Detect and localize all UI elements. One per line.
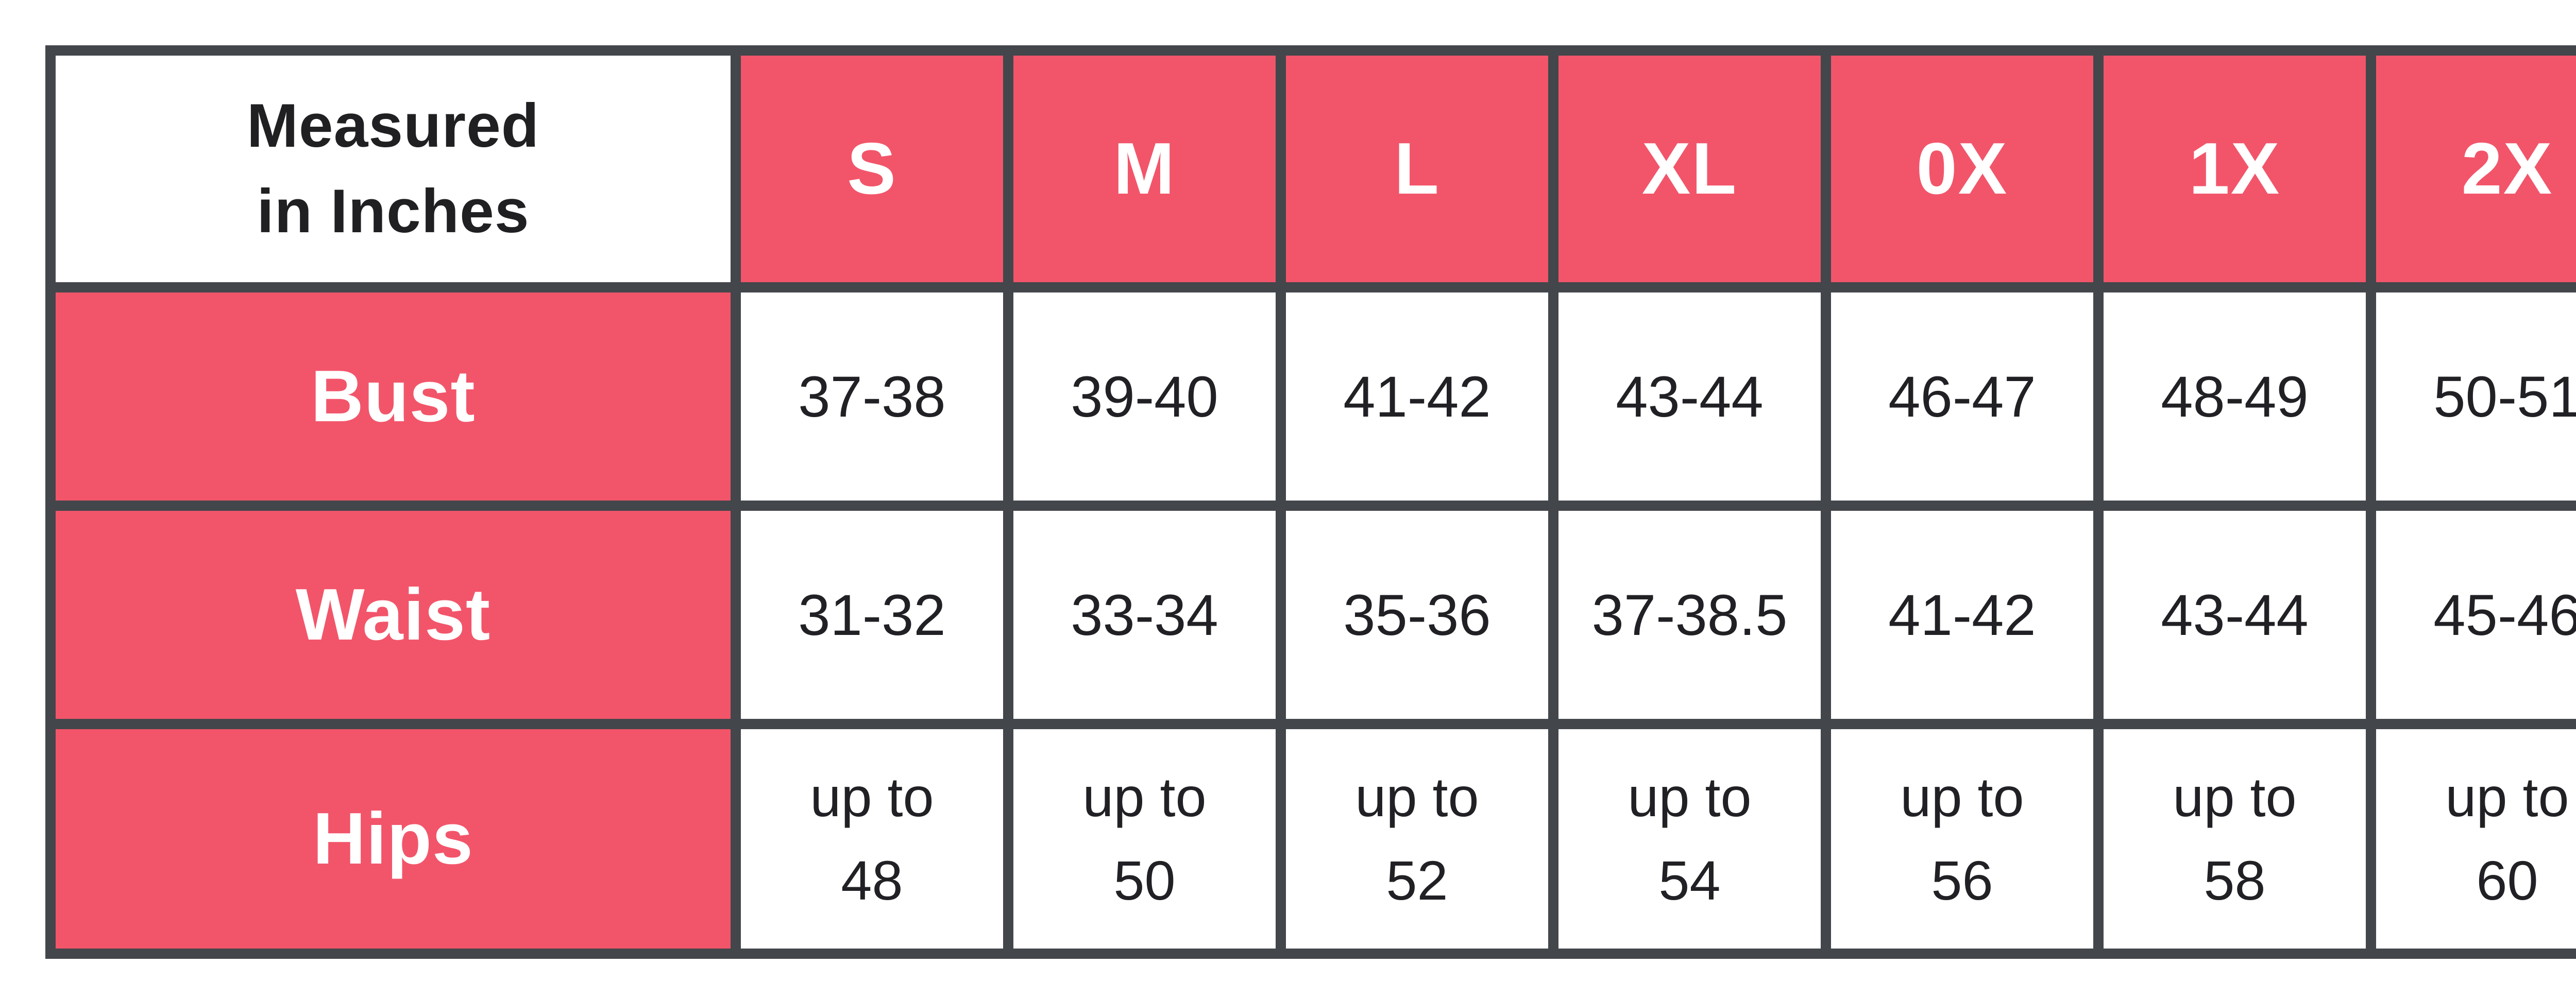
bust-value-1x: 48-49 [2093, 282, 2376, 511]
waist-value-xl: 37-38.5 [1548, 501, 1831, 729]
row-label-waist: Waist [45, 501, 741, 729]
row-label-hips: Hips [45, 719, 741, 959]
bust-value-2x: 50-51 [2366, 282, 2576, 511]
size-header-m: M [1003, 45, 1286, 292]
row-label-bust: Bust [45, 282, 741, 511]
corner-header-measured-in-inches: Measured in Inches [45, 45, 741, 292]
bust-value-0x: 46-47 [1821, 282, 2104, 511]
waist-row: Waist 31-32 33-34 35-36 37-38.5 41-42 43… [45, 501, 2576, 729]
waist-value-m: 33-34 [1003, 501, 1286, 729]
bust-row: Bust 37-38 39-40 41-42 43-44 46-47 48-49… [45, 282, 2576, 511]
hips-row: Hips up to 48 up to 50 up to 52 up to 54… [45, 719, 2576, 959]
size-header-2x: 2X [2366, 45, 2576, 292]
size-header-xl: XL [1548, 45, 1831, 292]
size-header-l: L [1276, 45, 1558, 292]
header-row: Measured in Inches S M L XL 0X 1X 2X 3X [45, 45, 2576, 292]
waist-value-s: 31-32 [731, 501, 1013, 729]
hips-value-l: up to 52 [1276, 719, 1558, 959]
bust-value-s: 37-38 [731, 282, 1013, 511]
hips-value-1x: up to 58 [2093, 719, 2376, 959]
bust-value-l: 41-42 [1276, 282, 1558, 511]
bust-value-xl: 43-44 [1548, 282, 1831, 511]
waist-value-1x: 43-44 [2093, 501, 2376, 729]
waist-value-2x: 45-46 [2366, 501, 2576, 729]
hips-value-0x: up to 56 [1821, 719, 2104, 959]
size-header-0x: 0X [1821, 45, 2104, 292]
size-header-1x: 1X [2093, 45, 2376, 292]
waist-value-0x: 41-42 [1821, 501, 2104, 729]
hips-value-s: up to 48 [731, 719, 1013, 959]
bust-value-m: 39-40 [1003, 282, 1286, 511]
size-header-s: S [731, 45, 1013, 292]
hips-value-m: up to 50 [1003, 719, 1286, 959]
hips-value-xl: up to 54 [1548, 719, 1831, 959]
size-chart-table: Measured in Inches S M L XL 0X 1X 2X 3X … [45, 45, 2576, 959]
hips-value-2x: up to 60 [2366, 719, 2576, 959]
waist-value-l: 35-36 [1276, 501, 1558, 729]
